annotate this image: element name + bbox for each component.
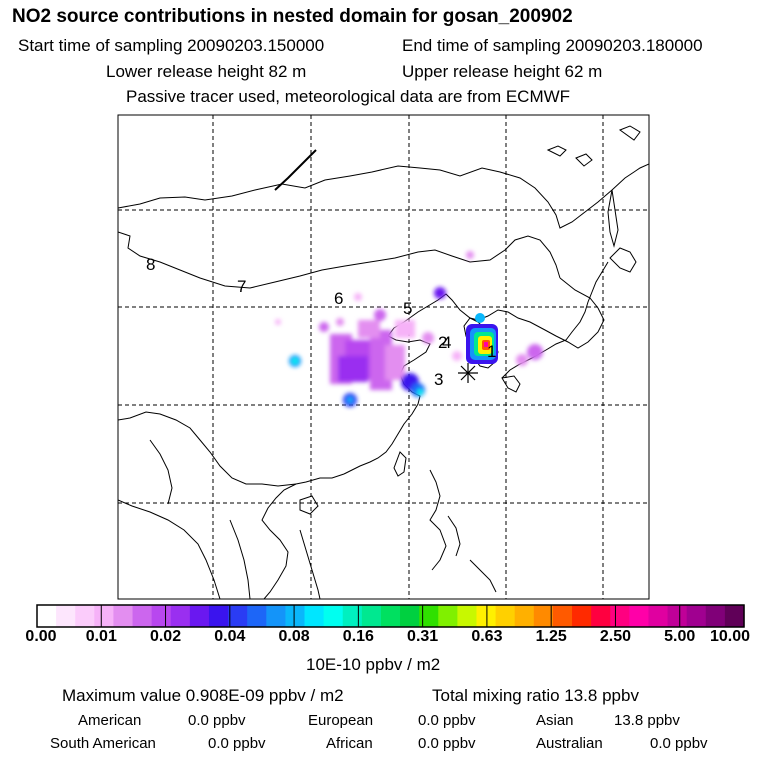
region-name: European [308, 712, 374, 729]
colorbar-tick-label: 2.50 [599, 628, 632, 645]
colorbar-cell [56, 605, 76, 627]
colorbar-cell [113, 605, 134, 627]
colorbar-cell [591, 605, 611, 627]
colorbar-cell [94, 605, 115, 627]
colorbar-cell [648, 605, 669, 627]
colorbar-frame [36, 604, 745, 628]
colorbar-tick-label: 10.00 [709, 628, 751, 645]
start-time: Start time of sampling 20090203.150000 [18, 36, 325, 55]
colorbar-cell [304, 605, 325, 627]
total-mixing-ratio: Total mixing ratio 13.8 ppbv [432, 686, 639, 705]
colorbar-cell [610, 605, 630, 627]
page-title: NO2 source contributions in nested domai… [12, 6, 573, 27]
colorbar-tick-label: 0.63 [471, 628, 503, 645]
colorbar-cell [380, 605, 401, 627]
colorbar-tick-label: 1.25 [535, 628, 567, 645]
traj-label: 7 [237, 277, 246, 296]
region-value: 0.0 ppbv [208, 735, 266, 752]
colorbar-tick-label: 0.31 [407, 628, 439, 645]
colorbar-cell [724, 605, 745, 627]
colorbar-cell [323, 605, 344, 627]
region-name: South American [50, 735, 156, 752]
region-value: 13.8 ppbv [614, 712, 680, 729]
traj-label: 5 [403, 299, 412, 318]
colorbar-tick-labels: 0.00 0.01 0.02 0.04 0.08 0.16 0.31 0.63 1.25 2.50… [0, 628, 768, 650]
colorbar-tick-label: 0.00 [25, 628, 57, 645]
colorbar-cell [247, 605, 267, 627]
lower-release-height: Lower release height 82 m [106, 62, 307, 81]
traj-label: 8 [146, 255, 155, 274]
trajectory-labels: 8 7 6 5 4 2 1 3 [146, 255, 496, 389]
concentration-plume [275, 251, 543, 407]
colorbar-tick-label: 0.01 [85, 628, 117, 645]
colorbar-cell [208, 605, 229, 627]
colorbar-cell [495, 605, 516, 627]
colorbar-tick-label: 0.04 [214, 628, 246, 645]
colorbar-cell [37, 605, 57, 627]
region-value: 0.0 ppbv [418, 712, 476, 729]
colorbar-cells [37, 605, 745, 627]
colorbar-cell [285, 605, 306, 627]
colorbar-units: 10E-10 ppbv / m2 [306, 655, 441, 674]
colorbar [36, 604, 745, 628]
tracer-note: Passive tracer used, meteorological data… [126, 87, 571, 106]
region-value: 0.0 ppbv [188, 712, 246, 729]
colorbar-cell [514, 605, 535, 627]
colorbar-cell [705, 605, 726, 627]
colorbar-cell [572, 605, 592, 627]
colorbar-tick-label: 5.00 [664, 628, 696, 645]
region-name: African [326, 735, 373, 752]
map-frame [117, 114, 650, 600]
upper-release-height: Upper release height 62 m [402, 62, 603, 81]
traj-label: 2 [438, 333, 447, 352]
region-name: Asian [536, 712, 574, 729]
colorbar-tick-label: 0.08 [278, 628, 310, 645]
end-time: End time of sampling 20090203.180000 [402, 36, 703, 55]
colorbar-cell [438, 605, 458, 627]
colorbar-cell [189, 605, 210, 627]
colorbar-cell [342, 605, 363, 627]
colorbar-cell [75, 605, 95, 627]
asterisk-marker [458, 363, 478, 383]
colorbar-cell [361, 605, 382, 627]
colorbar-cell [170, 605, 191, 627]
region-value: 0.0 ppbv [418, 735, 476, 752]
colorbar-cell [400, 605, 420, 627]
map-grid [118, 115, 649, 599]
traj-label: 1 [487, 342, 496, 361]
colorbar-cell [457, 605, 478, 627]
traj-label: 4 [442, 333, 451, 352]
colorbar-tick-label: 0.02 [149, 628, 182, 645]
colorbar-cell [419, 605, 439, 627]
colorbar-cell [686, 605, 707, 627]
colorbar-cell [552, 605, 573, 627]
colorbar-cell [266, 605, 287, 627]
colorbar-cell [667, 605, 688, 627]
region-name: Australian [536, 735, 603, 752]
max-value: Maximum value 0.908E-09 ppbv / m2 [62, 686, 344, 705]
colorbar-cell [228, 605, 248, 627]
colorbar-cell [476, 605, 497, 627]
region-name: American [78, 712, 142, 729]
colorbar-cell [151, 605, 172, 627]
colorbar-cell [533, 605, 554, 627]
colorbar-cell [132, 605, 153, 627]
peak-plume [466, 313, 498, 364]
traj-label: 6 [334, 289, 343, 308]
traj-label: 3 [434, 370, 443, 389]
region-value: 0.0 ppbv [650, 735, 708, 752]
colorbar-cell [629, 605, 650, 627]
colorbar-tick-label: 0.16 [342, 628, 374, 645]
